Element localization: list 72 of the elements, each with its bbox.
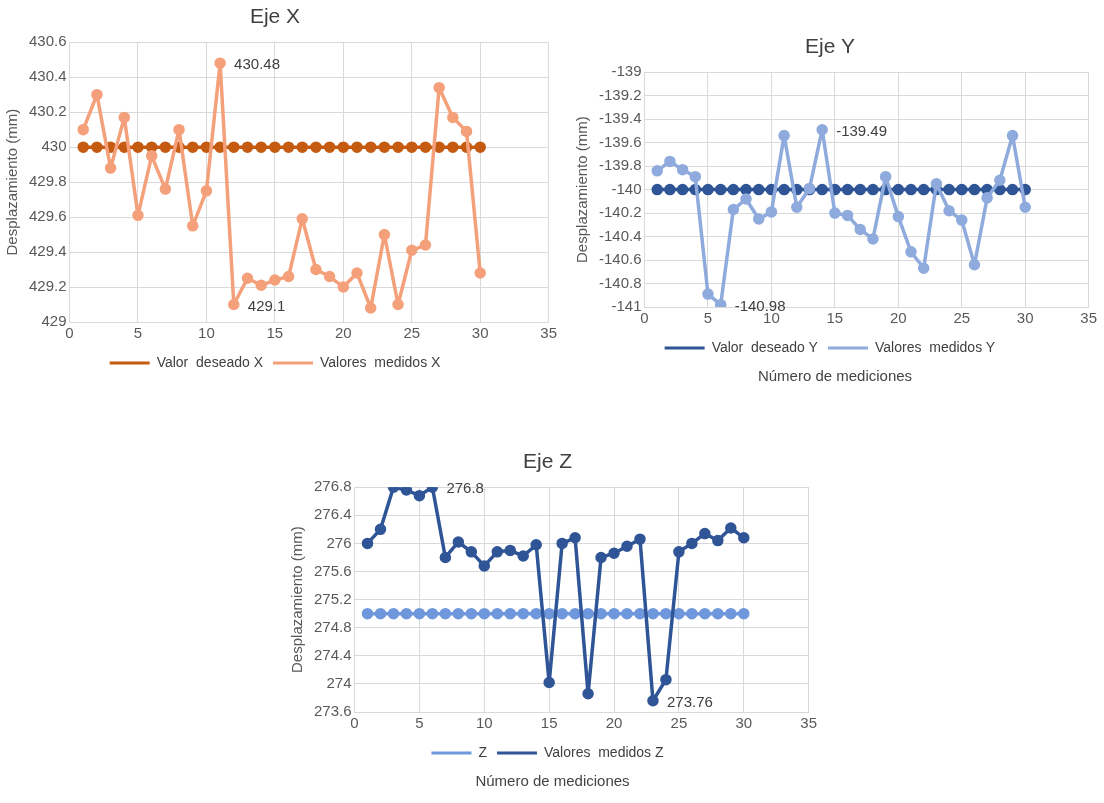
y-tick-label: -140 bbox=[611, 179, 642, 197]
y-tick-label: 274.4 bbox=[313, 645, 352, 663]
y-tick-label: 274.8 bbox=[313, 617, 352, 635]
legend-label: Valor deseado X bbox=[156, 353, 264, 370]
y-tick-label: 274 bbox=[326, 674, 352, 692]
annotation: 430.48 bbox=[234, 55, 281, 73]
legend-label: Valores medidos X bbox=[320, 353, 442, 370]
annotation: 273.76 bbox=[666, 692, 713, 710]
x-tick-label: 30 bbox=[1016, 309, 1034, 327]
x-tick-label: 25 bbox=[670, 714, 688, 732]
y-tick-label: -139 bbox=[611, 62, 642, 80]
y-tick-label: -140.2 bbox=[598, 203, 642, 221]
x-axis-title: Número de mediciones bbox=[756, 367, 914, 384]
x-tick-label: 10 bbox=[475, 714, 493, 732]
x-axis-title: Número de mediciones bbox=[474, 772, 631, 789]
y-tick-label: 430.6 bbox=[28, 32, 67, 50]
y-axis-title: Desplazamiento (mm) bbox=[573, 116, 591, 263]
y-tick-label: 429.8 bbox=[28, 172, 67, 190]
annotation: -139.49 bbox=[836, 121, 888, 139]
x-tick-label: 15 bbox=[826, 309, 844, 327]
x-tick-label: 0 bbox=[350, 714, 359, 732]
y-axis-title: Desplazamiento (mm) bbox=[3, 108, 21, 256]
y-tick-label: 429.6 bbox=[28, 207, 67, 225]
legend-label: Valor deseado Y bbox=[711, 338, 819, 355]
x-tick-label: 10 bbox=[198, 324, 215, 342]
x-tick-label: 35 bbox=[800, 714, 817, 732]
y-tick-label: -140.8 bbox=[598, 273, 642, 291]
y-tick-label: -139.8 bbox=[598, 156, 642, 174]
y-tick-label: -139.4 bbox=[598, 109, 642, 127]
x-tick-label: 5 bbox=[133, 324, 143, 342]
x-tick-label: 5 bbox=[415, 714, 424, 732]
y-tick-label: -141 bbox=[611, 297, 642, 315]
y-tick-label: 276.4 bbox=[313, 505, 352, 523]
y-tick-label: -139.6 bbox=[598, 132, 642, 150]
x-tick-label: 15 bbox=[540, 714, 558, 732]
annotation: 429.1 bbox=[247, 296, 286, 314]
x-tick-label: 5 bbox=[703, 309, 713, 327]
x-tick-label: 35 bbox=[540, 324, 557, 342]
y-tick-label: 276 bbox=[326, 533, 352, 551]
x-tick-label: 25 bbox=[953, 309, 971, 327]
x-tick-label: 0 bbox=[65, 324, 74, 342]
y-tick-label: -140.4 bbox=[598, 226, 642, 244]
chart-title: Eje Y bbox=[805, 34, 855, 58]
y-tick-label: 275.2 bbox=[313, 589, 352, 607]
legend-label: Z bbox=[478, 743, 488, 760]
y-axis-title: Desplazamiento (mm) bbox=[288, 526, 306, 673]
y-tick-label: 430.4 bbox=[28, 67, 67, 85]
x-tick-label: 30 bbox=[735, 714, 753, 732]
y-tick-label: 273.6 bbox=[313, 702, 352, 720]
y-tick-label: 430.2 bbox=[28, 102, 67, 120]
y-tick-label: 276.8 bbox=[313, 477, 352, 495]
x-tick-label: 15 bbox=[266, 324, 284, 342]
x-tick-label: 20 bbox=[889, 309, 907, 327]
x-tick-label: 20 bbox=[334, 324, 352, 342]
annotation: 276.8 bbox=[446, 479, 484, 497]
chart-title: Eje Z bbox=[522, 449, 573, 473]
x-tick-label: 35 bbox=[1080, 309, 1097, 327]
y-tick-label: 429 bbox=[41, 312, 67, 330]
x-tick-label: 30 bbox=[471, 324, 489, 342]
annotation: -140.98 bbox=[734, 296, 786, 314]
y-tick-label: 429.4 bbox=[28, 242, 67, 260]
chart-title: Eje X bbox=[249, 4, 301, 28]
legend-label: Valores medidos Z bbox=[543, 743, 665, 760]
x-tick-label: 0 bbox=[640, 309, 649, 327]
y-tick-label: -140.6 bbox=[598, 250, 642, 268]
legend-label: Valores medidos Y bbox=[875, 338, 996, 355]
x-tick-label: 20 bbox=[605, 714, 623, 732]
y-tick-label: -139.2 bbox=[598, 85, 642, 103]
x-tick-label: 25 bbox=[403, 324, 421, 342]
y-tick-label: 275.6 bbox=[313, 561, 352, 579]
y-tick-label: 430 bbox=[41, 137, 67, 155]
y-tick-label: 429.2 bbox=[28, 277, 67, 295]
